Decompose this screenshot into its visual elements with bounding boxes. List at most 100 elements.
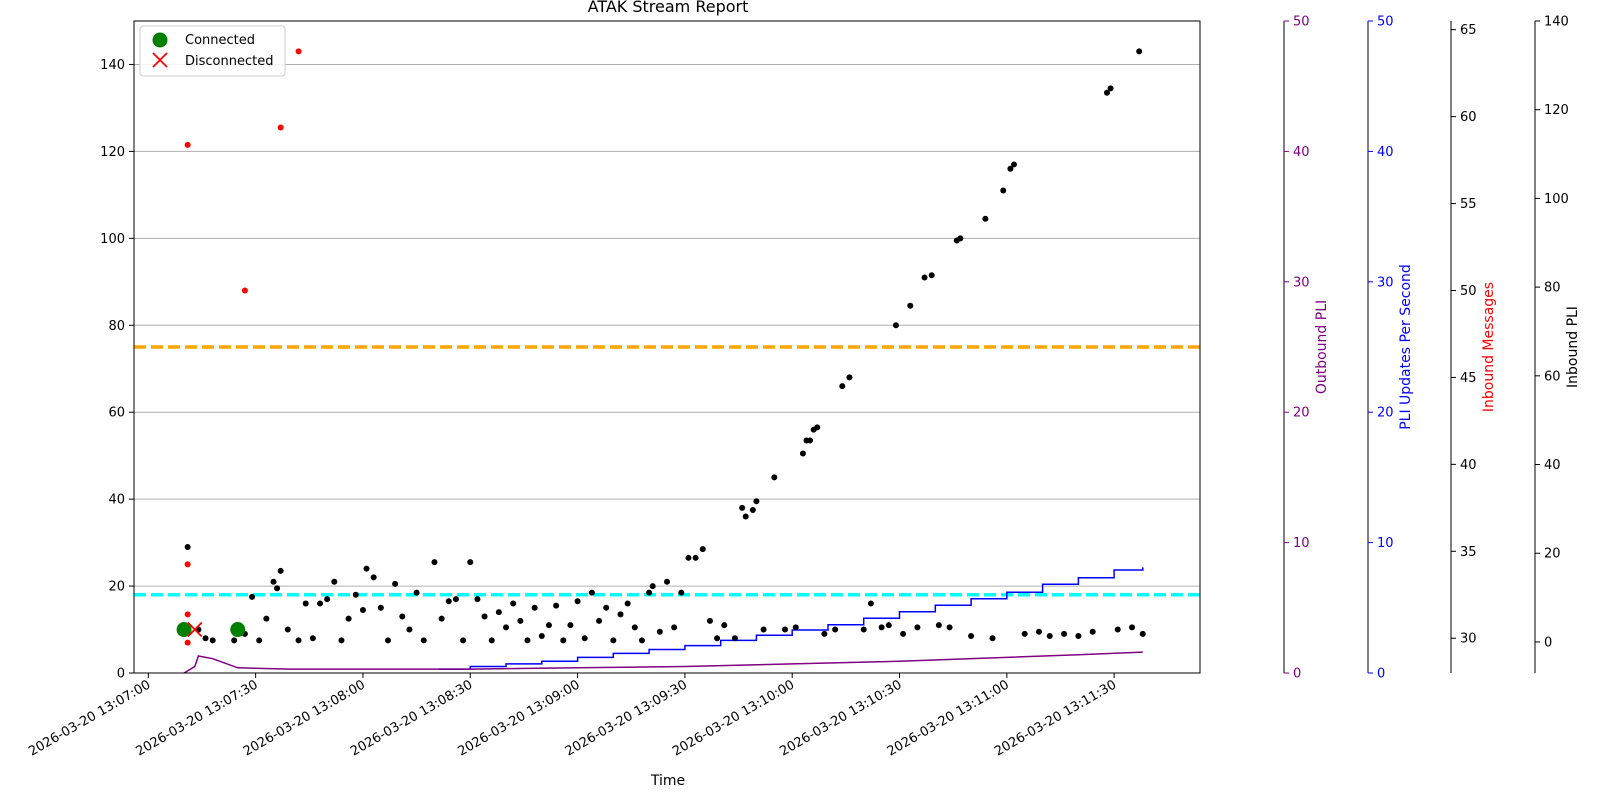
data-point [184, 561, 191, 568]
data-point [1139, 630, 1146, 637]
data-point [270, 578, 277, 585]
data-point [935, 622, 942, 629]
legend-disconnected-label: Disconnected [185, 54, 273, 69]
secondary-tick-label: 30 [1377, 275, 1394, 290]
data-point [742, 513, 749, 520]
secondary-tick-label: 30 [1293, 275, 1310, 290]
data-point [1036, 628, 1043, 635]
data-point [359, 606, 366, 613]
data-point [384, 637, 391, 644]
secondary-axis-label: Inbound Messages [1481, 282, 1497, 412]
data-point [946, 624, 953, 631]
connection-events [176, 621, 246, 638]
secondary-tick-label: 10 [1377, 536, 1394, 551]
data-point [510, 600, 517, 607]
data-point [706, 617, 713, 624]
secondary-tick-label: 35 [1460, 545, 1477, 560]
data-point [284, 626, 291, 633]
data-point [739, 504, 746, 511]
data-point [560, 637, 567, 644]
data-point [277, 567, 284, 574]
data-point [928, 272, 935, 279]
data-point [664, 578, 670, 585]
data-point [231, 637, 238, 644]
data-point [832, 626, 839, 633]
series-line [438, 567, 1144, 670]
data-point [685, 554, 692, 561]
secondary-tick-label: 45 [1460, 371, 1477, 386]
secondary-tick-label: 120 [1544, 103, 1569, 118]
secondary-tick-label: 50 [1293, 15, 1310, 30]
data-point [438, 615, 445, 622]
data-point [885, 622, 892, 629]
y-tick-label: 0 [117, 667, 125, 682]
secondary-tick-label: 80 [1544, 281, 1561, 296]
data-point [846, 374, 853, 381]
y-tick-label: 100 [100, 232, 125, 247]
data-point [517, 617, 524, 624]
data-point [1010, 161, 1017, 168]
data-point [553, 602, 560, 609]
data-point [184, 543, 191, 550]
data-point [474, 596, 481, 603]
y-tick-label: 120 [100, 145, 125, 160]
legend-disconnected-marker [152, 52, 168, 68]
data-point [184, 611, 191, 618]
data-point [241, 287, 248, 294]
scatter-points [184, 48, 1146, 646]
data-point [331, 578, 338, 585]
data-point [1107, 85, 1114, 92]
data-point [1089, 628, 1096, 635]
series-layer [183, 567, 1144, 674]
data-point [503, 624, 510, 631]
data-point [363, 565, 370, 572]
data-point [309, 635, 316, 642]
connected-marker [230, 622, 246, 638]
data-point [431, 559, 438, 566]
data-point [588, 589, 595, 596]
data-point [209, 637, 216, 644]
y-tick-label: 140 [100, 58, 125, 73]
secondary-tick-label: 60 [1544, 369, 1561, 384]
data-point [753, 498, 760, 505]
secondary-tick-label: 20 [1293, 406, 1310, 421]
data-point [256, 637, 263, 644]
data-point [649, 583, 656, 590]
data-point [581, 635, 588, 642]
reference-lines [134, 345, 1200, 597]
data-point [184, 639, 191, 646]
data-point [982, 215, 989, 222]
data-point [610, 637, 617, 644]
data-point [603, 604, 610, 611]
data-point [839, 383, 846, 390]
data-point [324, 596, 331, 603]
data-point [445, 598, 452, 605]
data-point [392, 580, 399, 587]
data-point [413, 589, 420, 596]
data-point [821, 630, 828, 637]
data-point [656, 628, 663, 635]
data-point [338, 637, 345, 644]
data-point [538, 633, 545, 640]
secondary-axis: 0 10 20 30 40 50 Outbound PLI [1283, 15, 1330, 682]
data-point [1021, 630, 1028, 637]
data-point [377, 604, 384, 611]
secondary-tick-label: 55 [1460, 197, 1477, 212]
data-point [399, 613, 406, 620]
data-point [295, 637, 302, 644]
data-point [1103, 89, 1110, 96]
y-tick-label: 20 [108, 580, 125, 595]
data-point [352, 591, 359, 598]
secondary-tick-label: 40 [1377, 145, 1394, 160]
data-point [860, 626, 867, 633]
data-point [638, 637, 645, 644]
secondary-tick-label: 0 [1293, 667, 1301, 682]
grid-layer [134, 63, 1200, 587]
x-axis-label: Time [650, 773, 685, 789]
secondary-tick-label: 140 [1544, 15, 1569, 30]
secondary-tick-label: 40 [1544, 458, 1561, 473]
data-point [760, 626, 767, 633]
data-point [345, 615, 352, 622]
